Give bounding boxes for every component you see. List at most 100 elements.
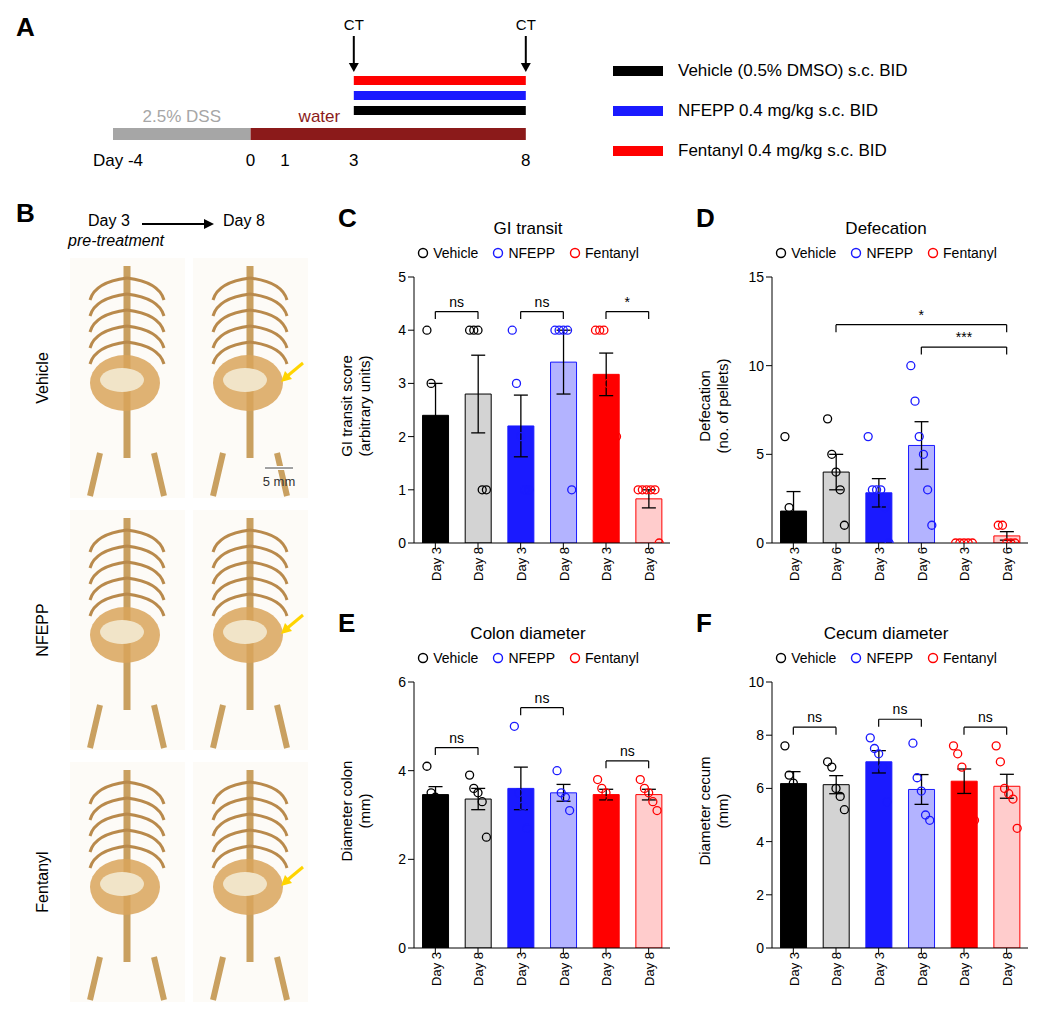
svg-text:Day 8: Day 8 (642, 952, 657, 986)
svg-text:ns: ns (620, 743, 635, 759)
svg-text:ns: ns (978, 709, 993, 725)
svg-text:ns: ns (807, 709, 822, 725)
html-text:GI transit: GI transit (493, 219, 563, 238)
svg-text:Day 3: Day 3 (429, 547, 444, 581)
svg-text:0: 0 (756, 940, 764, 956)
svg-text:Fentanyl 0.4 mg/kg s.c. BID: Fentanyl 0.4 mg/kg s.c. BID (678, 141, 887, 160)
svg-text:Day -4: Day -4 (93, 151, 143, 170)
svg-text:Day 3: Day 3 (599, 952, 614, 986)
svg-text:Day 3: Day 3 (957, 952, 972, 986)
svg-text:NFEPP 0.4 mg/kg s.c. BID: NFEPP 0.4 mg/kg s.c. BID (678, 101, 878, 120)
svg-text:GI transit score(arbitrary uni: GI transit score(arbitrary units) (338, 355, 373, 457)
html-text:pre-treatment: pre-treatment (68, 232, 164, 249)
svg-text:0: 0 (398, 940, 406, 956)
svg-text:5: 5 (398, 269, 406, 285)
svg-text:*: * (919, 307, 925, 323)
html-text:Fentanyl: Fentanyl (585, 650, 639, 666)
svg-text:ns: ns (449, 294, 464, 310)
html-text:Vehicle: Vehicle (791, 650, 837, 666)
html-text:E: E (338, 608, 356, 638)
svg-text:4: 4 (756, 834, 764, 850)
html-text:C: C (338, 203, 357, 233)
html-text:Fentanyl: Fentanyl (585, 245, 639, 261)
html-text:Fentanyl: Fentanyl (943, 245, 997, 261)
svg-text:Day 3: Day 3 (872, 952, 887, 986)
svg-text:Day 3: Day 3 (787, 952, 802, 986)
html-text:Day 8: Day 8 (223, 212, 265, 229)
svg-text:1: 1 (398, 482, 406, 498)
svg-text:2: 2 (398, 851, 406, 867)
svg-text:Day 3: Day 3 (787, 547, 802, 581)
html-text:Cecum diameter: Cecum diameter (823, 624, 949, 643)
svg-text:Vehicle (0.5% DMSO) s.c. BID: Vehicle (0.5% DMSO) s.c. BID (678, 61, 908, 80)
svg-text:Day 3: Day 3 (599, 547, 614, 581)
svg-text:Day 3: Day 3 (514, 547, 529, 581)
svg-text:*: * (625, 294, 631, 310)
svg-text:3: 3 (398, 375, 406, 391)
html-text:Defecation: Defecation (845, 219, 927, 238)
svg-text:6: 6 (398, 674, 406, 690)
svg-text:Day 8: Day 8 (557, 547, 572, 581)
html-text:Fentanyl: Fentanyl (943, 650, 997, 666)
svg-text:3: 3 (349, 151, 358, 170)
svg-text:6: 6 (756, 780, 764, 796)
svg-text:5 mm: 5 mm (263, 474, 296, 489)
html-text:NFEPP: NFEPP (866, 650, 914, 666)
svg-text:15: 15 (748, 269, 764, 285)
svg-text:10: 10 (748, 674, 764, 690)
html-text:NFEPP: NFEPP (508, 650, 556, 666)
svg-text:ns: ns (893, 701, 908, 717)
svg-text:0: 0 (398, 535, 406, 551)
svg-text:Day 6: Day 6 (1000, 547, 1015, 581)
svg-text:Diameter colon(mm): Diameter colon(mm) (338, 761, 373, 862)
svg-text:4: 4 (398, 763, 406, 779)
svg-text:Day 3: Day 3 (514, 952, 529, 986)
svg-text:0: 0 (756, 535, 764, 551)
svg-text:ns: ns (535, 294, 550, 310)
svg-text:Day 3: Day 3 (429, 952, 444, 986)
svg-text:10: 10 (748, 358, 764, 374)
svg-text:CT: CT (344, 16, 364, 33)
html-text:Day 3: Day 3 (88, 212, 130, 229)
html-text:F: F (696, 608, 712, 638)
html-text:Vehicle: Vehicle (791, 245, 837, 261)
svg-text:4: 4 (398, 322, 406, 338)
svg-text:Day 8: Day 8 (471, 547, 486, 581)
html-text:Colon diameter: Colon diameter (470, 624, 586, 643)
svg-text:1: 1 (280, 151, 289, 170)
svg-text:Day 8: Day 8 (557, 952, 572, 986)
svg-text:0: 0 (246, 151, 255, 170)
html-text:Vehicle: Vehicle (433, 245, 479, 261)
svg-text:Day 6: Day 6 (829, 547, 844, 581)
svg-text:5: 5 (756, 446, 764, 462)
svg-text:Diameter cecum(mm): Diameter cecum(mm) (696, 756, 731, 865)
svg-text:Day 3: Day 3 (872, 547, 887, 581)
svg-text:Defecation(no. of pellets): Defecation(no. of pellets) (696, 358, 731, 453)
svg-text:Day 8: Day 8 (915, 952, 930, 986)
html-text:Vehicle: Vehicle (433, 650, 479, 666)
html-text:B: B (16, 198, 35, 228)
svg-text:8: 8 (756, 727, 764, 743)
svg-text:8: 8 (521, 151, 530, 170)
svg-text:ns: ns (535, 690, 550, 706)
svg-text:***: *** (956, 329, 973, 345)
svg-text:2: 2 (398, 429, 406, 445)
html-text:NFEPP: NFEPP (866, 245, 914, 261)
svg-text:Day 8: Day 8 (829, 952, 844, 986)
html-text:D: D (696, 203, 715, 233)
svg-text:Day 8: Day 8 (642, 547, 657, 581)
svg-text:Day 8: Day 8 (1000, 952, 1015, 986)
svg-text:Vehicle: Vehicle (34, 352, 51, 404)
svg-text:Day 3: Day 3 (957, 547, 972, 581)
svg-text:2: 2 (756, 887, 764, 903)
html-text:NFEPP: NFEPP (508, 245, 556, 261)
svg-text:Fentanyl: Fentanyl (34, 851, 51, 912)
svg-text:water: water (298, 107, 341, 126)
svg-text:Day 6: Day 6 (915, 547, 930, 581)
svg-text:2.5% DSS: 2.5% DSS (143, 107, 221, 126)
svg-text:CT: CT (516, 16, 536, 33)
svg-text:ns: ns (449, 730, 464, 746)
svg-text:Day 8: Day 8 (471, 952, 486, 986)
svg-text:A: A (16, 12, 35, 42)
svg-text:NFEPP: NFEPP (34, 603, 51, 656)
